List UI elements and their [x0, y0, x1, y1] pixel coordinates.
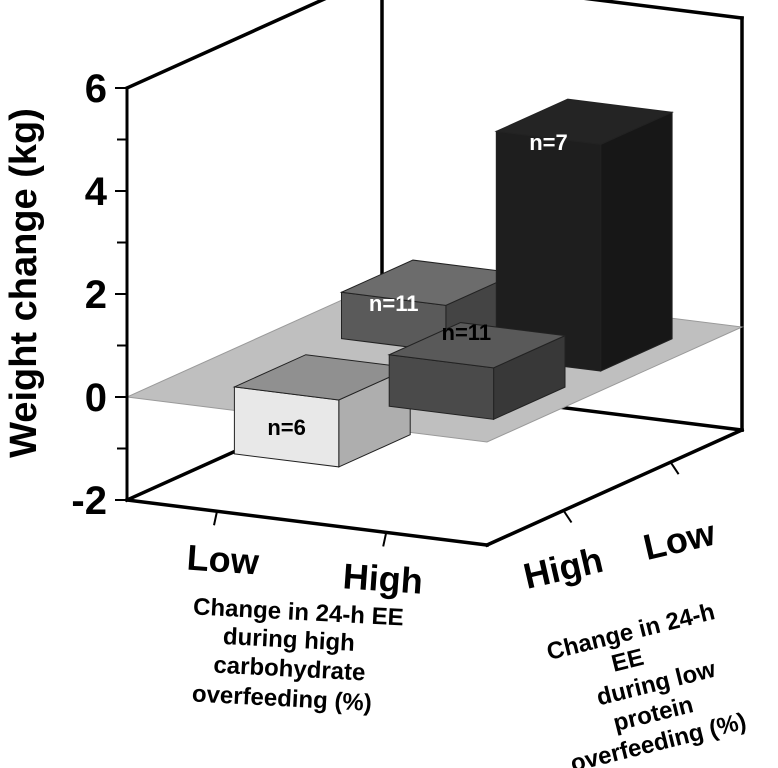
bar-data-label: n=7: [529, 130, 568, 155]
y-axis: -2 0 2 4 6: [71, 67, 129, 523]
z-tick-mark: [669, 461, 680, 475]
bar: n=11: [387, 320, 567, 421]
y-tick-label: 2: [85, 273, 107, 317]
x-axis-line: [125, 498, 489, 547]
z-axis-line: [484, 427, 745, 548]
x-tick-mark: [382, 532, 388, 547]
x-axis-title: Change in 24-h EE during high carbohydra…: [191, 593, 404, 716]
x-axis-title-line: overfeeding (%): [191, 680, 372, 716]
bar-side-face: [600, 111, 673, 372]
z-category-label: High: [520, 539, 607, 597]
x-axis-title-line: during high: [222, 623, 355, 657]
y-tick-label: 4: [85, 170, 108, 214]
z-axis-title: Change in 24-h EE during low protein ove…: [544, 598, 749, 768]
z-category-label: Low: [640, 512, 720, 568]
y-axis-label: Weight change (kg): [3, 108, 45, 458]
z-tick-mark: [562, 509, 573, 524]
x-category-label: High: [342, 555, 425, 601]
bar-top-face: [494, 98, 674, 145]
x-category-label: Low: [186, 537, 262, 583]
bar-data-label: n=11: [369, 291, 419, 316]
frame-edge: [124, 0, 327, 91]
y-tick-label: 6: [85, 67, 107, 111]
bar: n=6: [232, 354, 413, 468]
frame-edge: [583, 0, 744, 20]
bar-top-face: [387, 322, 567, 369]
y-tick-label: -2: [71, 479, 107, 523]
bar-data-label: n=11: [442, 320, 492, 345]
y-tick-label: 0: [85, 376, 107, 420]
bar: n=7: [494, 98, 674, 372]
x-axis-title-line: carbohydrate: [213, 652, 366, 687]
x-tick-mark: [213, 511, 218, 526]
bar-layer: n=11 n=7 n=6 n=11: [232, 98, 674, 468]
bar-data-label: n=6: [267, 415, 306, 440]
